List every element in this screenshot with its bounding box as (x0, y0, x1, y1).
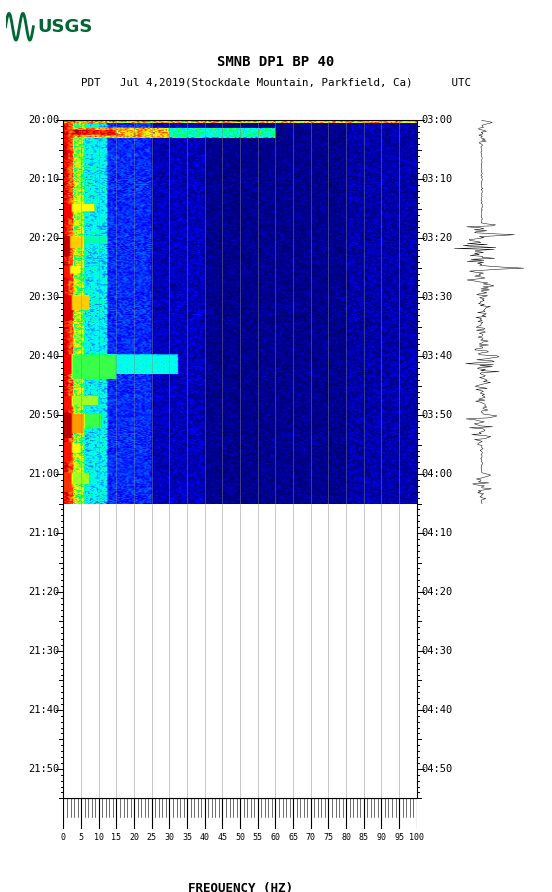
Text: 21:50: 21:50 (28, 764, 59, 774)
Text: 21:00: 21:00 (28, 469, 59, 479)
Text: 35: 35 (182, 833, 192, 842)
Text: 03:50: 03:50 (421, 410, 453, 420)
Text: 80: 80 (341, 833, 351, 842)
Text: 55: 55 (253, 833, 263, 842)
Text: 45: 45 (217, 833, 227, 842)
Text: 04:30: 04:30 (421, 646, 453, 656)
Text: 20:50: 20:50 (28, 410, 59, 420)
Text: 5: 5 (78, 833, 84, 842)
Text: 04:50: 04:50 (421, 764, 453, 774)
Text: 90: 90 (376, 833, 386, 842)
Text: 04:40: 04:40 (421, 705, 453, 714)
Text: 65: 65 (288, 833, 298, 842)
Text: 21:30: 21:30 (28, 646, 59, 656)
Text: 20:20: 20:20 (28, 234, 59, 244)
Text: USGS: USGS (38, 18, 93, 36)
Text: SMNB DP1 BP 40: SMNB DP1 BP 40 (217, 55, 335, 70)
Text: 21:10: 21:10 (28, 528, 59, 538)
Text: PDT   Jul 4,2019(Stockdale Mountain, Parkfield, Ca)      UTC: PDT Jul 4,2019(Stockdale Mountain, Parkf… (81, 78, 471, 88)
Text: 30: 30 (164, 833, 174, 842)
Text: 40: 40 (200, 833, 210, 842)
Text: 04:20: 04:20 (421, 587, 453, 597)
Text: 21:20: 21:20 (28, 587, 59, 597)
Text: 20:30: 20:30 (28, 293, 59, 302)
Text: 0: 0 (61, 833, 66, 842)
Text: 03:10: 03:10 (421, 174, 453, 185)
Text: 50: 50 (235, 833, 245, 842)
Text: 25: 25 (147, 833, 157, 842)
Text: 04:10: 04:10 (421, 528, 453, 538)
Text: 03:40: 03:40 (421, 351, 453, 361)
Text: 03:20: 03:20 (421, 234, 453, 244)
Text: 70: 70 (306, 833, 316, 842)
Text: 20: 20 (129, 833, 139, 842)
Text: 75: 75 (323, 833, 333, 842)
Text: FREQUENCY (HZ): FREQUENCY (HZ) (188, 881, 293, 892)
Text: 15: 15 (112, 833, 121, 842)
Text: 20:40: 20:40 (28, 351, 59, 361)
Text: 10: 10 (94, 833, 104, 842)
Text: 95: 95 (394, 833, 404, 842)
Text: 60: 60 (270, 833, 280, 842)
Text: 03:00: 03:00 (421, 115, 453, 126)
Text: 03:30: 03:30 (421, 293, 453, 302)
Text: 100: 100 (409, 833, 424, 842)
Text: 20:10: 20:10 (28, 174, 59, 185)
Text: 20:00: 20:00 (28, 115, 59, 126)
Text: 85: 85 (359, 833, 369, 842)
Text: 21:40: 21:40 (28, 705, 59, 714)
Text: 04:00: 04:00 (421, 469, 453, 479)
